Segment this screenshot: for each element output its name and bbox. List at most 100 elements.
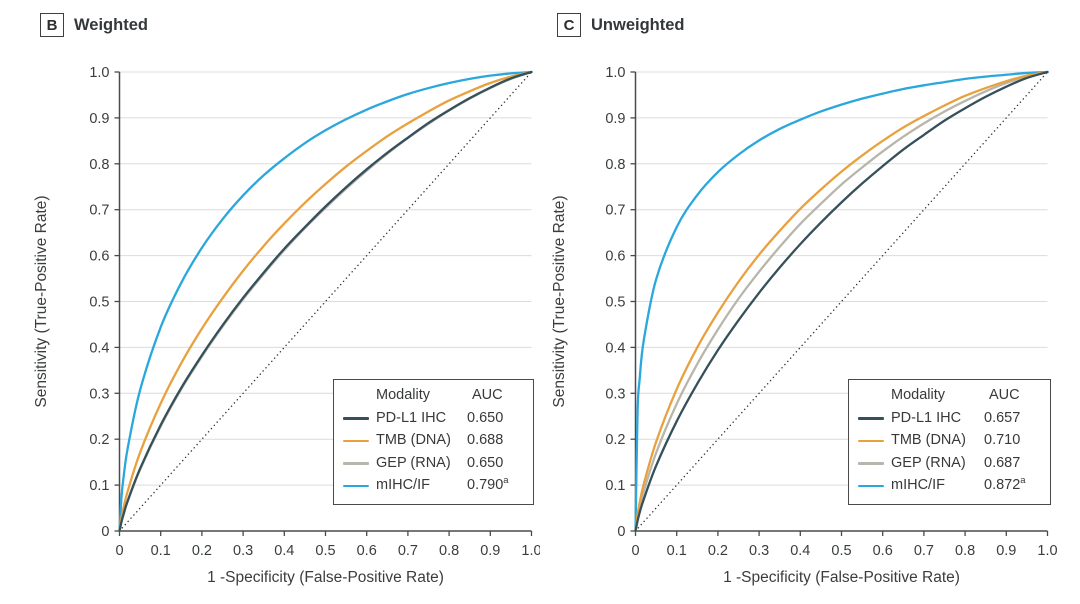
y-tick-label: 0.4 [89, 340, 109, 356]
roc-curve-pd-l1-ihc [118, 70, 533, 533]
x-tick-label: 0.9 [480, 543, 500, 559]
roc-curve-gep-rna [634, 70, 1049, 533]
x-tick-label: 0.7 [914, 543, 934, 559]
panel-title-weighted: Weighted [74, 15, 148, 34]
panel-label-c: C [557, 13, 581, 37]
legend-modality-label: PD-L1 IHC [891, 409, 962, 426]
diagonal-reference-line [634, 71, 1049, 532]
x-tick-label: 0.3 [749, 543, 769, 559]
legend-auc-value: 0.688 [467, 432, 504, 449]
y-tick-label: 0.7 [605, 203, 625, 219]
legend-auc-value: 0.650 [467, 454, 504, 471]
x-tick-label: 1.0 [521, 543, 540, 559]
y-tick-label: 0.9 [605, 111, 625, 127]
legend-line [343, 439, 369, 443]
legend-modality-label: GEP (RNA) [376, 454, 451, 471]
y-tick-label: 1.0 [89, 65, 109, 81]
legend-line-swatch [858, 417, 891, 420]
legend-weighted: Modality AUC PD-L1 IHC 0.650 TMB (DNA) 0.688 G… [333, 379, 534, 505]
x-tick-label: 0.7 [398, 543, 418, 559]
y-tick-label: 0.7 [89, 203, 109, 219]
legend-modality-label: GEP (RNA) [891, 454, 966, 471]
y-tick-label: 0.2 [89, 432, 109, 448]
legend-line [343, 484, 369, 488]
y-tick-label: 0.3 [89, 386, 109, 402]
legend-header-modality: Modality [376, 387, 430, 403]
panel-weighted-header: B Weighted [40, 13, 148, 37]
legend-line [858, 484, 884, 488]
x-tick-label: 0 [631, 543, 639, 559]
legend-line [343, 462, 369, 465]
x-tick-label: 0.4 [790, 543, 810, 559]
legend-auc-value: 0.790a [467, 475, 509, 494]
y-tick-label: 0.1 [89, 478, 109, 494]
legend-auc-value: 0.657 [984, 409, 1021, 426]
legend-header-modality: Modality [891, 387, 945, 403]
y-tick-label: 0 [101, 524, 109, 540]
legend-line-swatch [343, 439, 376, 443]
panel-weighted: B Weighted 0 0 0.1 0.1 0.2 0.2 0.3 0.3 0.4 0.4 0.5… [33, 13, 540, 586]
x-tick-label: 0.2 [192, 543, 212, 559]
x-axis-title: 1 -Specificity (False-Positive Rate) [723, 569, 960, 586]
legend-header-auc: AUC [472, 387, 503, 403]
roc-curve-pd-l1-ihc [634, 70, 1049, 533]
x-tick-label: 0.6 [357, 543, 377, 559]
auc-footnote-marker: a [503, 475, 509, 487]
legend-line-swatch [858, 484, 891, 488]
legend-modality-label: mIHC/IF [376, 477, 430, 494]
roc-curve-mihc-if [634, 70, 1049, 533]
x-tick-label: 0 [115, 543, 123, 559]
y-tick-label: 1.0 [605, 65, 625, 81]
roc-curve-mihc-if [118, 70, 533, 533]
y-tick-label: 0.4 [605, 340, 625, 356]
legend-line-swatch [343, 417, 376, 420]
legend-line [858, 439, 884, 443]
y-tick-label: 0.3 [605, 386, 625, 402]
y-tick-label: 0.5 [605, 295, 625, 311]
legend-line [858, 462, 884, 465]
legend-auc-value: 0.872a [984, 475, 1026, 494]
y-axis-title: Sensitivity (True-Positive Rate) [551, 195, 568, 407]
x-tick-label: 0.9 [996, 543, 1016, 559]
x-tick-label: 0.2 [708, 543, 728, 559]
legend-line-swatch [858, 462, 891, 465]
x-tick-label: 0.1 [151, 543, 171, 559]
legend-modality-label: PD-L1 IHC [376, 409, 447, 426]
legend-line-swatch [858, 439, 891, 443]
legend-auc-value: 0.650 [467, 409, 504, 426]
legend-header-auc: AUC [989, 387, 1020, 403]
roc-curve-tmb-dna [634, 70, 1049, 533]
x-axis-title: 1 -Specificity (False-Positive Rate) [207, 569, 444, 586]
legend-line-swatch [343, 484, 376, 488]
panel-title-unweighted: Unweighted [591, 15, 685, 34]
x-tick-label: 0.5 [831, 543, 851, 559]
roc-chart-weighted: 00 0.1 0.1 0.2 0.2 0.3 0.3 0.4 0.4 0.5 0.5 0.6 0.6 0.… [33, 65, 540, 586]
x-tick-label: 0.1 [667, 543, 687, 559]
legend-modality-label: mIHC/IF [891, 477, 945, 494]
x-tick-label: 0.6 [873, 543, 893, 559]
y-tick-label: 0.8 [605, 157, 625, 173]
legend-auc-value: 0.710 [984, 432, 1021, 449]
legend-line [858, 417, 884, 420]
y-tick-label: 0.8 [89, 157, 109, 173]
y-tick-label: 0.2 [605, 432, 625, 448]
x-tick-label: 0.3 [233, 543, 253, 559]
legend-line-swatch [343, 462, 376, 465]
legend-auc-value: 0.687 [984, 454, 1021, 471]
y-axis-title: Sensitivity (True-Positive Rate) [33, 195, 50, 407]
auc-footnote-marker: a [1020, 475, 1026, 487]
x-tick-label: 0.8 [439, 543, 459, 559]
legend-line [343, 417, 369, 420]
y-tick-label: 0.5 [89, 295, 109, 311]
x-tick-label: 0.5 [315, 543, 335, 559]
x-tick-label: 0.4 [274, 543, 294, 559]
roc-chart-unweighted: 00 0.1 0.1 0.2 0.2 0.3 0.3 0.4 0.4 0.5 0.5 0.6 0.6 0.… [551, 65, 1058, 586]
panel-unweighted-header: C Unweighted [557, 13, 685, 37]
y-tick-label: 0.6 [89, 249, 109, 265]
y-tick-label: 0.9 [89, 111, 109, 127]
legend-modality-label: TMB (DNA) [891, 432, 966, 449]
x-tick-label: 1.0 [1037, 543, 1057, 559]
legend-modality-label: TMB (DNA) [376, 432, 451, 449]
y-tick-label: 0.6 [605, 249, 625, 265]
